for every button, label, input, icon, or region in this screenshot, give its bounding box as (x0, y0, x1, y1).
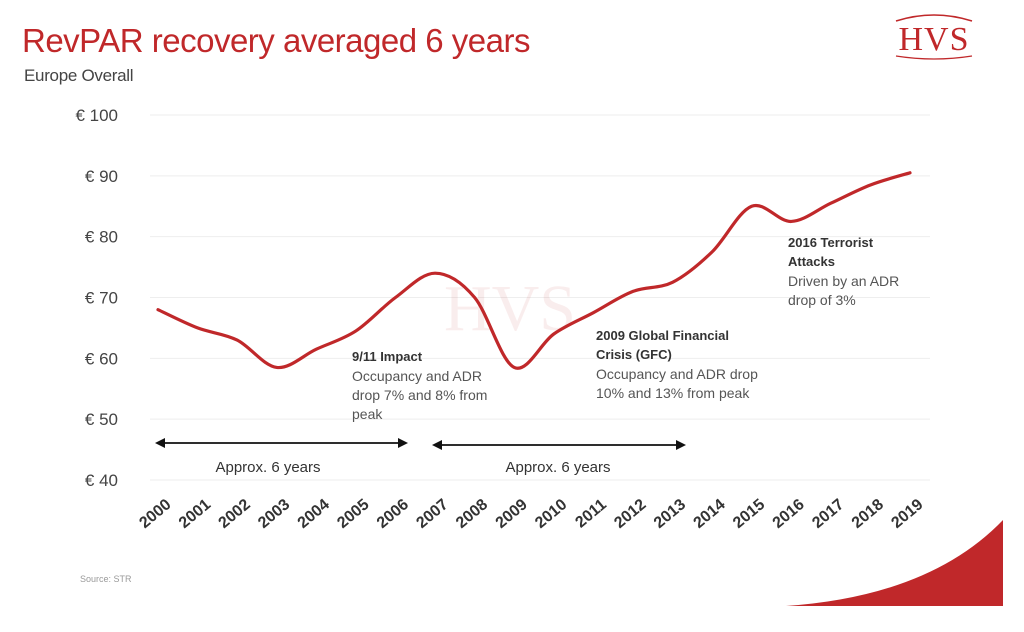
x-tick-label: 2008 (453, 496, 491, 532)
y-tick-label: € 90 (85, 167, 118, 186)
revpar-line (156, 171, 912, 370)
x-tick-label: 2004 (295, 496, 333, 532)
chart-subtitle: Europe Overall (24, 66, 134, 85)
x-tick-label: 2000 (136, 496, 174, 532)
annotation-title: Attacks (788, 254, 835, 269)
hvs-logo-text: HVS (898, 21, 969, 58)
x-tick-label: 2016 (770, 496, 808, 532)
x-tick-label: 2002 (216, 496, 254, 532)
annotation-title: 2016 Terrorist (788, 235, 874, 250)
x-axis-ticks: 2000 2001 2002 2003 2004 2005 2006 2007 2008 2009… (136, 496, 926, 532)
annotation-text: drop 7% and 8% from (352, 387, 487, 403)
annotation-text: Driven by an ADR (788, 273, 899, 289)
span-arrowhead-left (432, 440, 442, 450)
annotation-title: Crisis (GFC) (596, 347, 672, 362)
x-tick-label: 2001 (176, 496, 214, 532)
x-tick-label: 2009 (493, 496, 531, 532)
annotation-title: 2009 Global Financial (596, 328, 729, 343)
annotation-text: 10% and 13% from peak (596, 385, 750, 401)
span-arrowhead-left (155, 438, 165, 448)
x-tick-label: 2014 (690, 496, 728, 532)
y-tick-label: € 70 (85, 289, 118, 308)
span-label: Approx. 6 years (215, 459, 320, 476)
x-tick-label: 2007 (413, 496, 451, 532)
x-tick-label: 2003 (255, 496, 293, 532)
annotations: 9/11 Impact Occupancy and ADR drop 7% and … (352, 235, 899, 422)
y-tick-label: € 60 (85, 349, 118, 368)
decorative-swoosh (786, 520, 1003, 606)
span-arrowhead-right (676, 440, 686, 450)
x-tick-label: 2019 (888, 496, 926, 532)
span-label: Approx. 6 years (505, 459, 610, 476)
span-arrows: Approx. 6 years Approx. 6 years (155, 438, 686, 476)
x-tick-label: 2010 (532, 496, 570, 532)
annotation-text: Occupancy and ADR drop (596, 366, 758, 382)
annotation-title: 9/11 Impact (352, 349, 423, 364)
x-tick-label: 2013 (651, 496, 689, 532)
source-note: Source: STR (80, 574, 132, 584)
y-tick-label: € 100 (75, 106, 118, 125)
x-tick-label: 2005 (334, 496, 372, 532)
x-tick-label: 2017 (809, 496, 847, 532)
gridlines (150, 114, 930, 481)
hvs-logo: HVS (895, 14, 973, 60)
y-tick-label: € 40 (85, 471, 118, 490)
annotation-text: Occupancy and ADR (352, 368, 482, 384)
span-arrowhead-right (398, 438, 408, 448)
x-tick-label: 2006 (374, 496, 412, 532)
y-tick-label: € 80 (85, 228, 118, 247)
x-tick-label: 2018 (849, 496, 887, 532)
x-tick-label: 2015 (730, 496, 768, 532)
page-title: RevPAR recovery averaged 6 years (22, 22, 530, 59)
x-tick-label: 2012 (611, 496, 649, 532)
y-tick-label: € 50 (85, 410, 118, 429)
x-tick-label: 2011 (572, 496, 610, 531)
annotation-text: peak (352, 406, 383, 422)
annotation-text: drop of 3% (788, 292, 856, 308)
y-axis-ticks: € 40 € 50 € 60 € 70 € 80 € 90 € 100 (75, 106, 118, 490)
